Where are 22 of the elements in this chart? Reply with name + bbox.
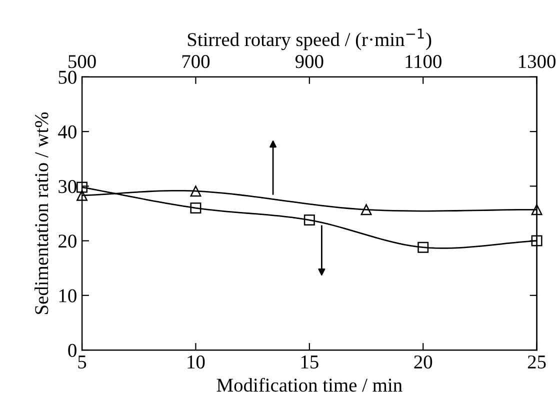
x2-tick-label: 900 <box>295 54 324 68</box>
x-tick-label: 15 <box>301 356 318 369</box>
y-tick-label: 40 <box>58 125 76 138</box>
x2-tick-label: 1100 <box>406 54 442 68</box>
x2-tick-label: 700 <box>182 54 210 68</box>
y-tick-label: 50 <box>58 70 76 84</box>
x2-tick-label: 500 <box>68 54 96 68</box>
y-tick-label: 0 <box>68 344 76 357</box>
x-tick-label: 10 <box>188 355 205 369</box>
x-axis-title: Modification time / min <box>216 378 402 392</box>
point <box>304 214 315 226</box>
point <box>190 202 202 214</box>
point <box>418 242 429 253</box>
x-tick-label: 20 <box>414 355 432 369</box>
x2-tick-label: 1300 <box>519 54 556 68</box>
x-tick-label: 5 <box>78 356 86 369</box>
y-tick-label: 30 <box>58 180 76 194</box>
y-tick-label: 10 <box>59 289 76 302</box>
y-tick-label: 20 <box>58 234 76 248</box>
x-tick-label: 25 <box>528 356 546 369</box>
x2-axis-title: Stirred rotary speed / (r·min$^{−1}$) <box>188 28 432 50</box>
y-axis-title: Sedimentation ratio / wt% <box>34 112 48 314</box>
